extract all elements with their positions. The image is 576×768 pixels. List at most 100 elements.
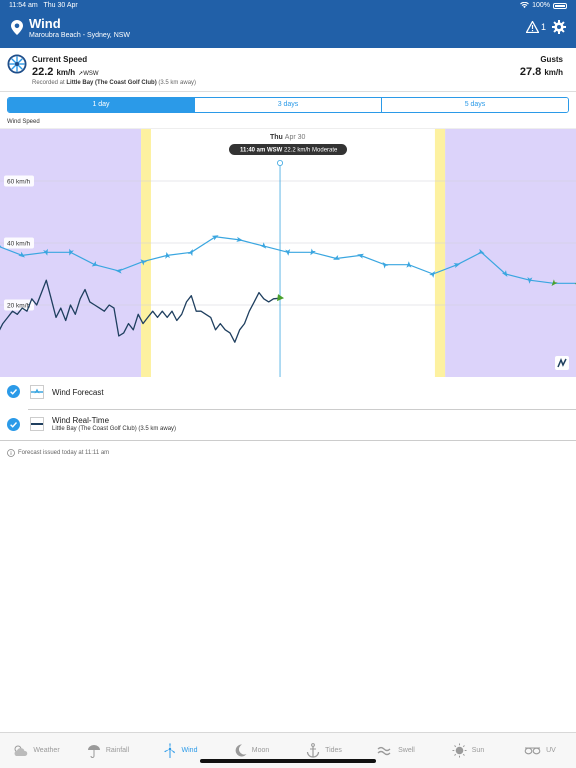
tab-sun[interactable]: Sun [432,733,504,768]
status-date: Thu 30 Apr [43,2,78,9]
segment-5-days[interactable]: 5 days [381,98,568,112]
station-name: Little Bay (The Coast Golf Club) [66,80,157,86]
recorded-at: Recorded at Little Bay (The Coast Golf C… [32,80,197,86]
sunglasses-icon [524,747,541,755]
moon-icon [235,744,247,757]
y-tick-label: 20 km/h [7,303,31,310]
realtime-current-point [277,294,285,302]
forecast-point [187,249,193,257]
forecast-point [477,248,485,254]
gear-icon[interactable] [552,20,566,34]
umbrella-icon [87,744,100,758]
warning-count: 1 [540,22,546,32]
forecast-point [310,248,316,256]
forecast-point [357,253,365,259]
y-tick-label: 40 km/h [7,241,31,248]
direction-arrow-icon: ➚ [78,71,84,77]
home-indicator [200,759,376,763]
forecast-point [259,242,267,249]
forecast-point [236,236,244,242]
forecast-point [406,261,412,268]
battery-percent: 100% [532,2,550,9]
tab-wind[interactable]: Wind [144,733,216,768]
legend-forecast-label: Wind Forecast [52,388,104,397]
wind-turbine-icon [163,743,175,758]
sun-icon [452,743,467,758]
forecast-point [453,263,461,268]
current-speed-panel: Current Speed 22.2 km/h ➚WSW Recorded at… [0,48,576,92]
forecast-point [211,235,219,241]
legend-forecast-row[interactable]: Wind Forecast [0,378,576,408]
gusts-value: 27.8 km/h [519,66,563,78]
y-tick-label: 60 km/h [7,179,31,186]
forecast-point [43,248,48,256]
warnings-button[interactable]: 1 [525,21,546,33]
wind-direction: WSW [83,71,99,77]
tick-label-bg [4,237,34,249]
legend-realtime-label: Wind Real-Time [52,416,110,425]
forecast-point [285,249,291,256]
info-icon [7,449,15,457]
forecast-point [527,277,533,284]
cloud-sun-icon [14,745,28,756]
tab-rainfall[interactable]: Rainfall [72,733,144,768]
forecast-point [140,259,147,266]
warning-icon [525,21,539,33]
now-marker [277,159,284,166]
forecast-point [429,271,436,278]
current-speed-value: 22.2 km/h ➚WSW [32,66,99,78]
forecast-line-icon [30,385,44,399]
forecast-issued: Forecast issued today at 11:11 am [7,449,109,457]
forecast-point [551,279,558,286]
twilight-shade [141,129,151,377]
tooltip-bg [229,144,347,155]
segment-1-day[interactable]: 1 day [8,98,194,112]
chart-title: Wind Speed [7,119,40,125]
status-bar: 11:54 am Thu 30 Apr 100% [0,0,576,12]
realtime-line-icon [30,417,44,431]
forecast-point [0,245,2,247]
nav-bar: Wind Maroubra Beach - Sydney, NSW 1 [0,12,576,48]
tab-weather[interactable]: Weather [0,733,72,768]
day-label: Thu Apr 30 [270,134,306,141]
wind-chart-svg[interactable]: 60 km/h 40 km/h 20 km/h Thu Apr 30 11:40 am … [0,129,576,377]
forecast-point [333,255,341,260]
location-pin-icon[interactable] [11,20,23,35]
legend-realtime-station: Little Bay (The Coast Golf Club) (3.5 km… [52,426,177,432]
segment-3-days[interactable]: 3 days [194,98,381,112]
tooltip-text: 11:40 am WSW 22.2 km/h Moderate [240,148,338,154]
wifi-icon [520,2,529,9]
battery-icon [553,2,567,9]
forecast-point [115,268,123,274]
forecast-point [18,251,25,258]
forecast-point [91,260,99,267]
tab-swell[interactable]: Swell [360,733,432,768]
station-distance: (3.5 km away) [158,80,197,86]
checkmark-icon[interactable] [7,385,20,398]
wind-chart[interactable]: 60 km/h 40 km/h 20 km/h Thu Apr 30 11:40 am … [0,128,576,377]
twilight-shade [434,129,446,377]
location-name[interactable]: Maroubra Beach - Sydney, NSW [29,32,131,39]
tick-label-bg [4,175,34,187]
page-title: Wind [29,16,61,31]
range-selector: 1 day 3 days 5 days [7,97,569,113]
current-speed-label: Current Speed [32,55,88,64]
wind-compass-icon [7,54,27,74]
realtime-series-line [0,279,281,343]
speed-unit: km/h [56,68,76,77]
status-time: 11:54 am [9,2,38,9]
legend-divider [0,440,576,441]
tick-label-bg [4,299,34,311]
tab-tides[interactable]: Tides [288,733,360,768]
tab-moon[interactable]: Moon [216,733,288,768]
forecast-point [382,261,389,269]
willyweather-logo-mark [557,358,567,368]
forecast-point [165,251,171,259]
legend-realtime-row[interactable]: Wind Real-Time Little Bay (The Coast Gol… [0,410,576,440]
speed-number: 22.2 [32,66,54,78]
gusts-label: Gusts [540,55,563,64]
checkmark-icon[interactable] [7,418,20,431]
tab-uv[interactable]: UV [504,733,576,768]
night-shade [445,129,576,377]
forecast-point [69,248,74,256]
